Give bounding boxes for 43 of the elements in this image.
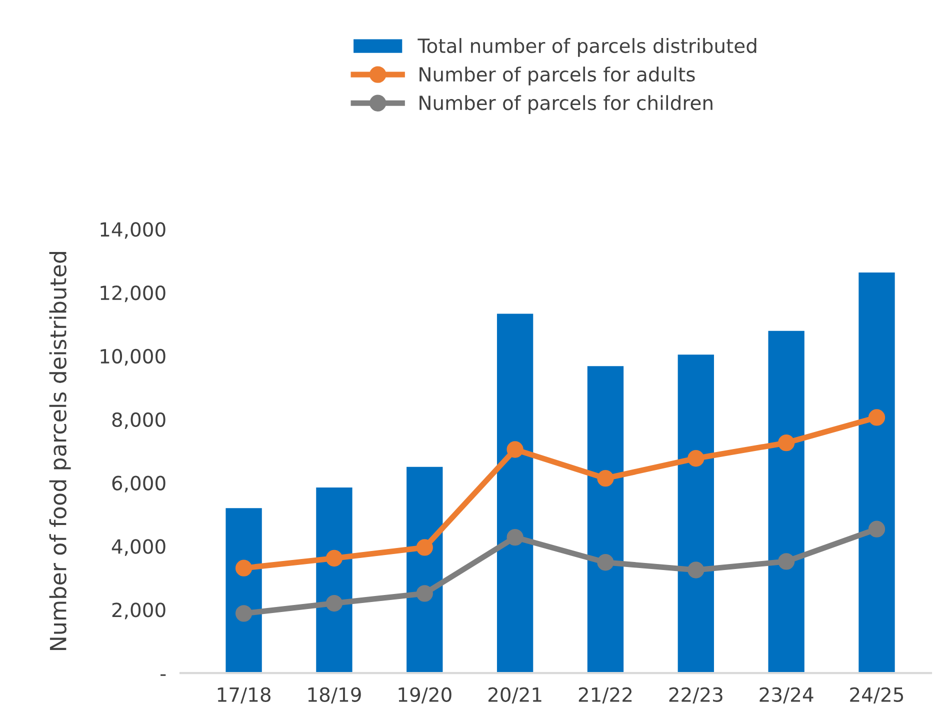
point (326, 594, 343, 612)
point (506, 528, 524, 546)
bar (226, 508, 262, 674)
bar (678, 354, 714, 674)
y-tick-label: 12,000 (100, 285, 166, 302)
point (416, 539, 433, 556)
point (778, 553, 795, 570)
bar (858, 272, 895, 674)
bar (768, 330, 804, 674)
point (868, 520, 886, 538)
legend-label: Number of parcels for children (420, 95, 712, 114)
y-tick-label: 6,000 (112, 476, 166, 492)
point (597, 554, 614, 571)
point (688, 562, 704, 578)
x-tick-label: 22/23 (669, 687, 722, 704)
point (416, 585, 433, 602)
point (778, 434, 795, 452)
point (868, 409, 886, 426)
bar (496, 314, 534, 674)
y-tick-label: 14,000 (100, 222, 166, 239)
point (326, 550, 343, 567)
x-tick-label: 23/24 (760, 687, 814, 704)
x-tick-label: 21/22 (578, 687, 632, 704)
y-tick-label: 2,000 (112, 602, 166, 620)
y-tick-label: - (160, 674, 166, 676)
point (235, 560, 252, 576)
point (235, 605, 252, 622)
y-tick-label: 4,000 (112, 539, 166, 556)
legend-label: Total number of parcels distributed (418, 38, 756, 57)
bar (587, 366, 624, 674)
y-tick-label: 10,000 (100, 348, 166, 366)
x-tick-label: 24/25 (850, 687, 904, 704)
point (597, 470, 614, 487)
point (688, 450, 704, 467)
legend-label: Number of parcels for adults (420, 66, 695, 86)
x-tick-label: 18/19 (308, 687, 361, 704)
y-axis-title: Number of food parcels deistributed (49, 252, 71, 650)
y-tick-label: 8,000 (112, 412, 166, 430)
bar (406, 466, 443, 674)
point (506, 441, 524, 458)
x-tick-label: 20/21 (488, 687, 542, 704)
x-tick-label: 19/20 (398, 687, 452, 704)
x-tick-label: 17/18 (218, 687, 270, 704)
